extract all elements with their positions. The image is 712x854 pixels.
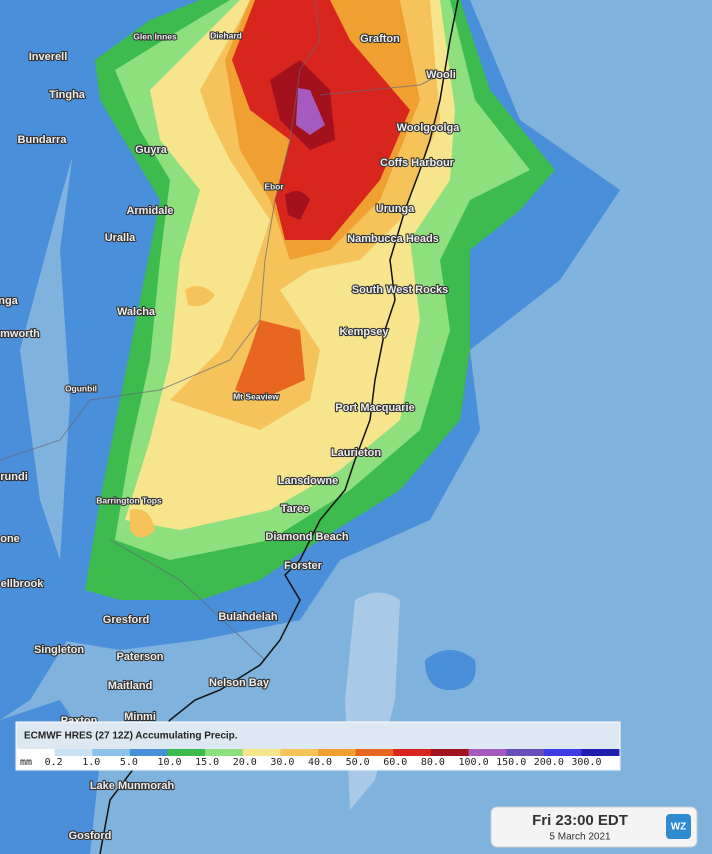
legend-label: 300.0	[571, 757, 601, 768]
place-label: Lake Munmorah	[90, 780, 175, 792]
legend-swatch	[167, 749, 206, 756]
place-label: Forster	[284, 560, 323, 572]
place-label: Guyra	[135, 144, 168, 156]
legend-label: 50.0	[346, 757, 370, 768]
place-label: Maitland	[108, 680, 153, 692]
place-label: Lansdowne	[278, 475, 339, 487]
place-label: Urunga	[376, 203, 415, 215]
place-label: nga	[0, 295, 19, 307]
legend-label: 200.0	[534, 757, 564, 768]
legend-swatch	[318, 749, 357, 756]
legend-swatch	[468, 749, 507, 756]
legend-swatch	[242, 749, 281, 756]
place-label: Taree	[281, 503, 310, 515]
place-label: Paterson	[116, 651, 163, 663]
place-label: Kempsey	[340, 326, 390, 338]
legend-label: 20.0	[233, 757, 257, 768]
legend: ECMWF HRES (27 12Z) Accumulating Precip.…	[15, 721, 621, 771]
borders	[0, 0, 451, 661]
place-label: ellbrook	[1, 578, 45, 590]
time-panel	[490, 806, 698, 848]
coastline	[99, 0, 459, 854]
legend-swatch	[581, 749, 620, 756]
legend-swatch	[17, 749, 56, 756]
legend-label: 150.0	[496, 757, 526, 768]
legend-label-strip	[17, 756, 619, 769]
legend-swatch	[506, 749, 545, 756]
place-label: Gresford	[103, 614, 149, 626]
place-label: Armidale	[126, 205, 173, 217]
legend-swatch	[54, 749, 93, 756]
legend-label: 30.0	[270, 757, 294, 768]
logo: WZ	[671, 822, 687, 833]
legend-label: 0.2	[45, 757, 63, 768]
legend-swatch	[205, 749, 244, 756]
place-label: Diehard	[210, 30, 242, 40]
place-label: Barrington Tops	[96, 495, 162, 505]
place-label: Nambucca Heads	[347, 233, 439, 245]
legend-label: 5.0	[120, 757, 138, 768]
place-label: rundi	[0, 471, 28, 483]
place-label: Port Macquarie	[335, 402, 414, 414]
legend-label: 80.0	[421, 757, 445, 768]
place-label: Mt Seaview	[233, 391, 279, 401]
legend-label: 1.0	[82, 757, 100, 768]
place-label: Walcha	[117, 306, 156, 318]
legend-label: 40.0	[308, 757, 332, 768]
legend-unit: mm	[20, 757, 32, 768]
place-label: Uralla	[105, 232, 136, 244]
place-label: Bulahdelah	[218, 611, 278, 623]
place-label: Ogunbil	[65, 383, 97, 393]
legend-label: 10.0	[158, 757, 182, 768]
place-label: Grafton	[360, 33, 400, 45]
place-label: Ebor	[264, 181, 284, 191]
legend-swatch	[92, 749, 131, 756]
logo-box	[666, 814, 691, 839]
place-label: Laurieton	[331, 447, 381, 459]
legend-label: 100.0	[459, 757, 489, 768]
date: 5 March 2021	[549, 832, 611, 843]
legend-swatch	[280, 749, 319, 756]
legend-swatch	[355, 749, 394, 756]
place-label: Gosford	[69, 830, 112, 842]
place-label: Nelson Bay	[209, 677, 270, 689]
legend-label: 15.0	[195, 757, 219, 768]
legend-label: 60.0	[383, 757, 407, 768]
legend-swatch	[129, 749, 168, 756]
place-label: one	[0, 533, 20, 545]
place-label: South West Rocks	[352, 284, 448, 296]
legend-swatch	[430, 749, 469, 756]
place-label: Bundarra	[18, 134, 68, 146]
place-label: Minmi	[124, 711, 156, 723]
place-label: Singleton	[34, 644, 84, 656]
place-label: Tingha	[49, 89, 86, 101]
legend-title: ECMWF HRES (27 12Z) Accumulating Precip.	[24, 731, 238, 742]
legend-swatch	[543, 749, 582, 756]
place-label: Diamond Beach	[265, 531, 348, 543]
legend-swatch	[393, 749, 432, 756]
place-label: Glen Innes	[133, 31, 177, 41]
place-label: Woolgoolga	[397, 122, 461, 134]
place-label: Coffs Harbour	[380, 157, 455, 169]
place-label: Wooli	[426, 69, 456, 81]
time: Fri 23:00 EDT	[532, 812, 628, 829]
place-label: Inverell	[29, 51, 68, 63]
place-label: mworth	[0, 328, 40, 340]
time-box: Fri 23:00 EDT 5 March 2021 WZ	[490, 806, 698, 848]
